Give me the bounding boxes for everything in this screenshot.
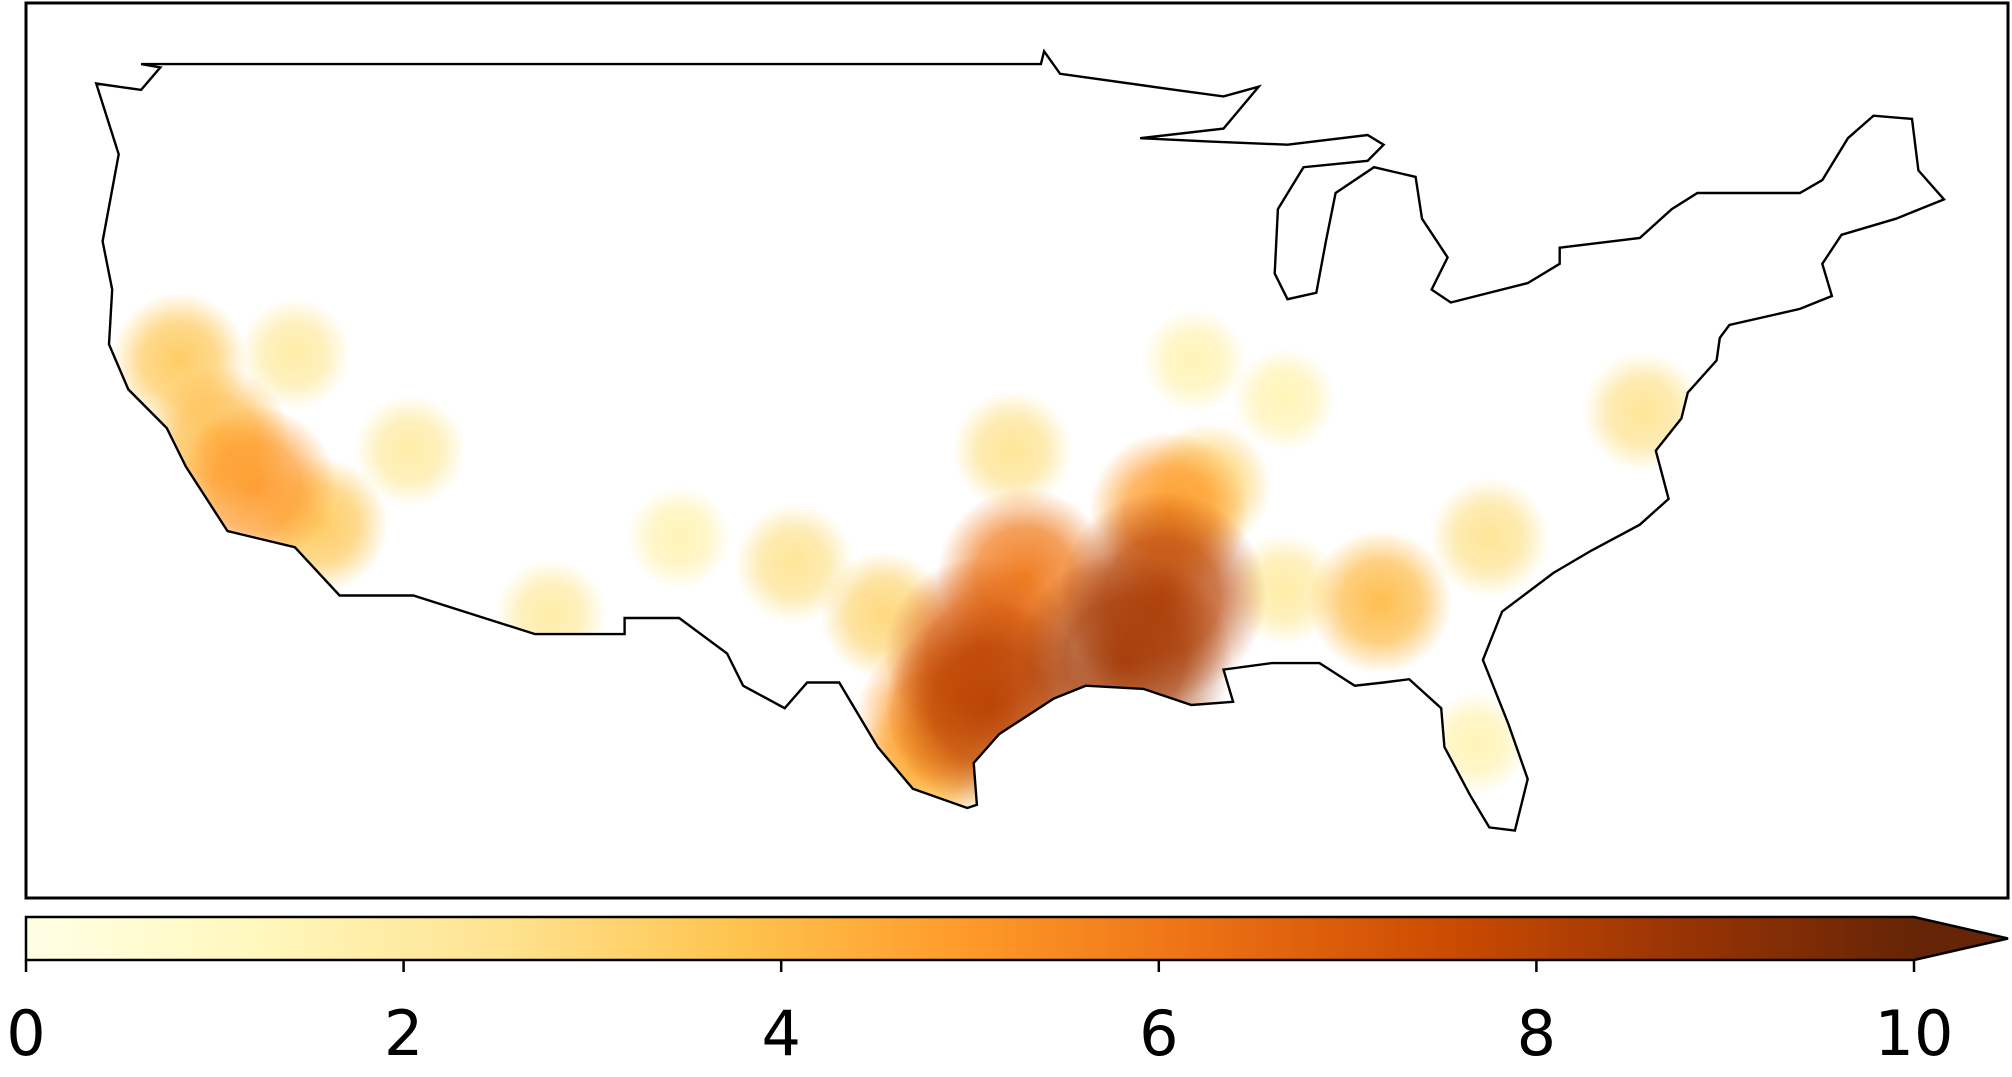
hotspot — [1429, 477, 1550, 598]
tick-label: 2 — [384, 997, 423, 1070]
hotspot — [1582, 351, 1703, 472]
tick-label: 0 — [6, 997, 45, 1070]
hotspot — [1142, 308, 1247, 413]
colorbar-extend — [1914, 917, 2008, 960]
hotspot — [952, 390, 1073, 511]
heatmap — [111, 292, 1703, 831]
hotspot — [1308, 529, 1453, 674]
tick-label: 8 — [1517, 997, 1556, 1070]
colorbar: 0 2 4 6 8 10 — [6, 915, 2009, 1070]
colorbar-body — [26, 917, 1914, 960]
tick-label: 6 — [1139, 997, 1178, 1070]
hotspot — [494, 558, 607, 671]
hotspot — [627, 485, 732, 590]
hotspot — [1232, 347, 1337, 452]
colorbar-border — [24, 915, 2009, 962]
hotspot — [238, 297, 351, 410]
hotspot — [1016, 551, 1233, 768]
tick-label: 10 — [1875, 997, 1954, 1070]
us-outline — [94, 48, 1947, 832]
map-frame — [24, 1, 2010, 900]
hotspot — [176, 406, 337, 567]
hotspot — [354, 394, 467, 507]
tick-label: 4 — [761, 997, 800, 1070]
